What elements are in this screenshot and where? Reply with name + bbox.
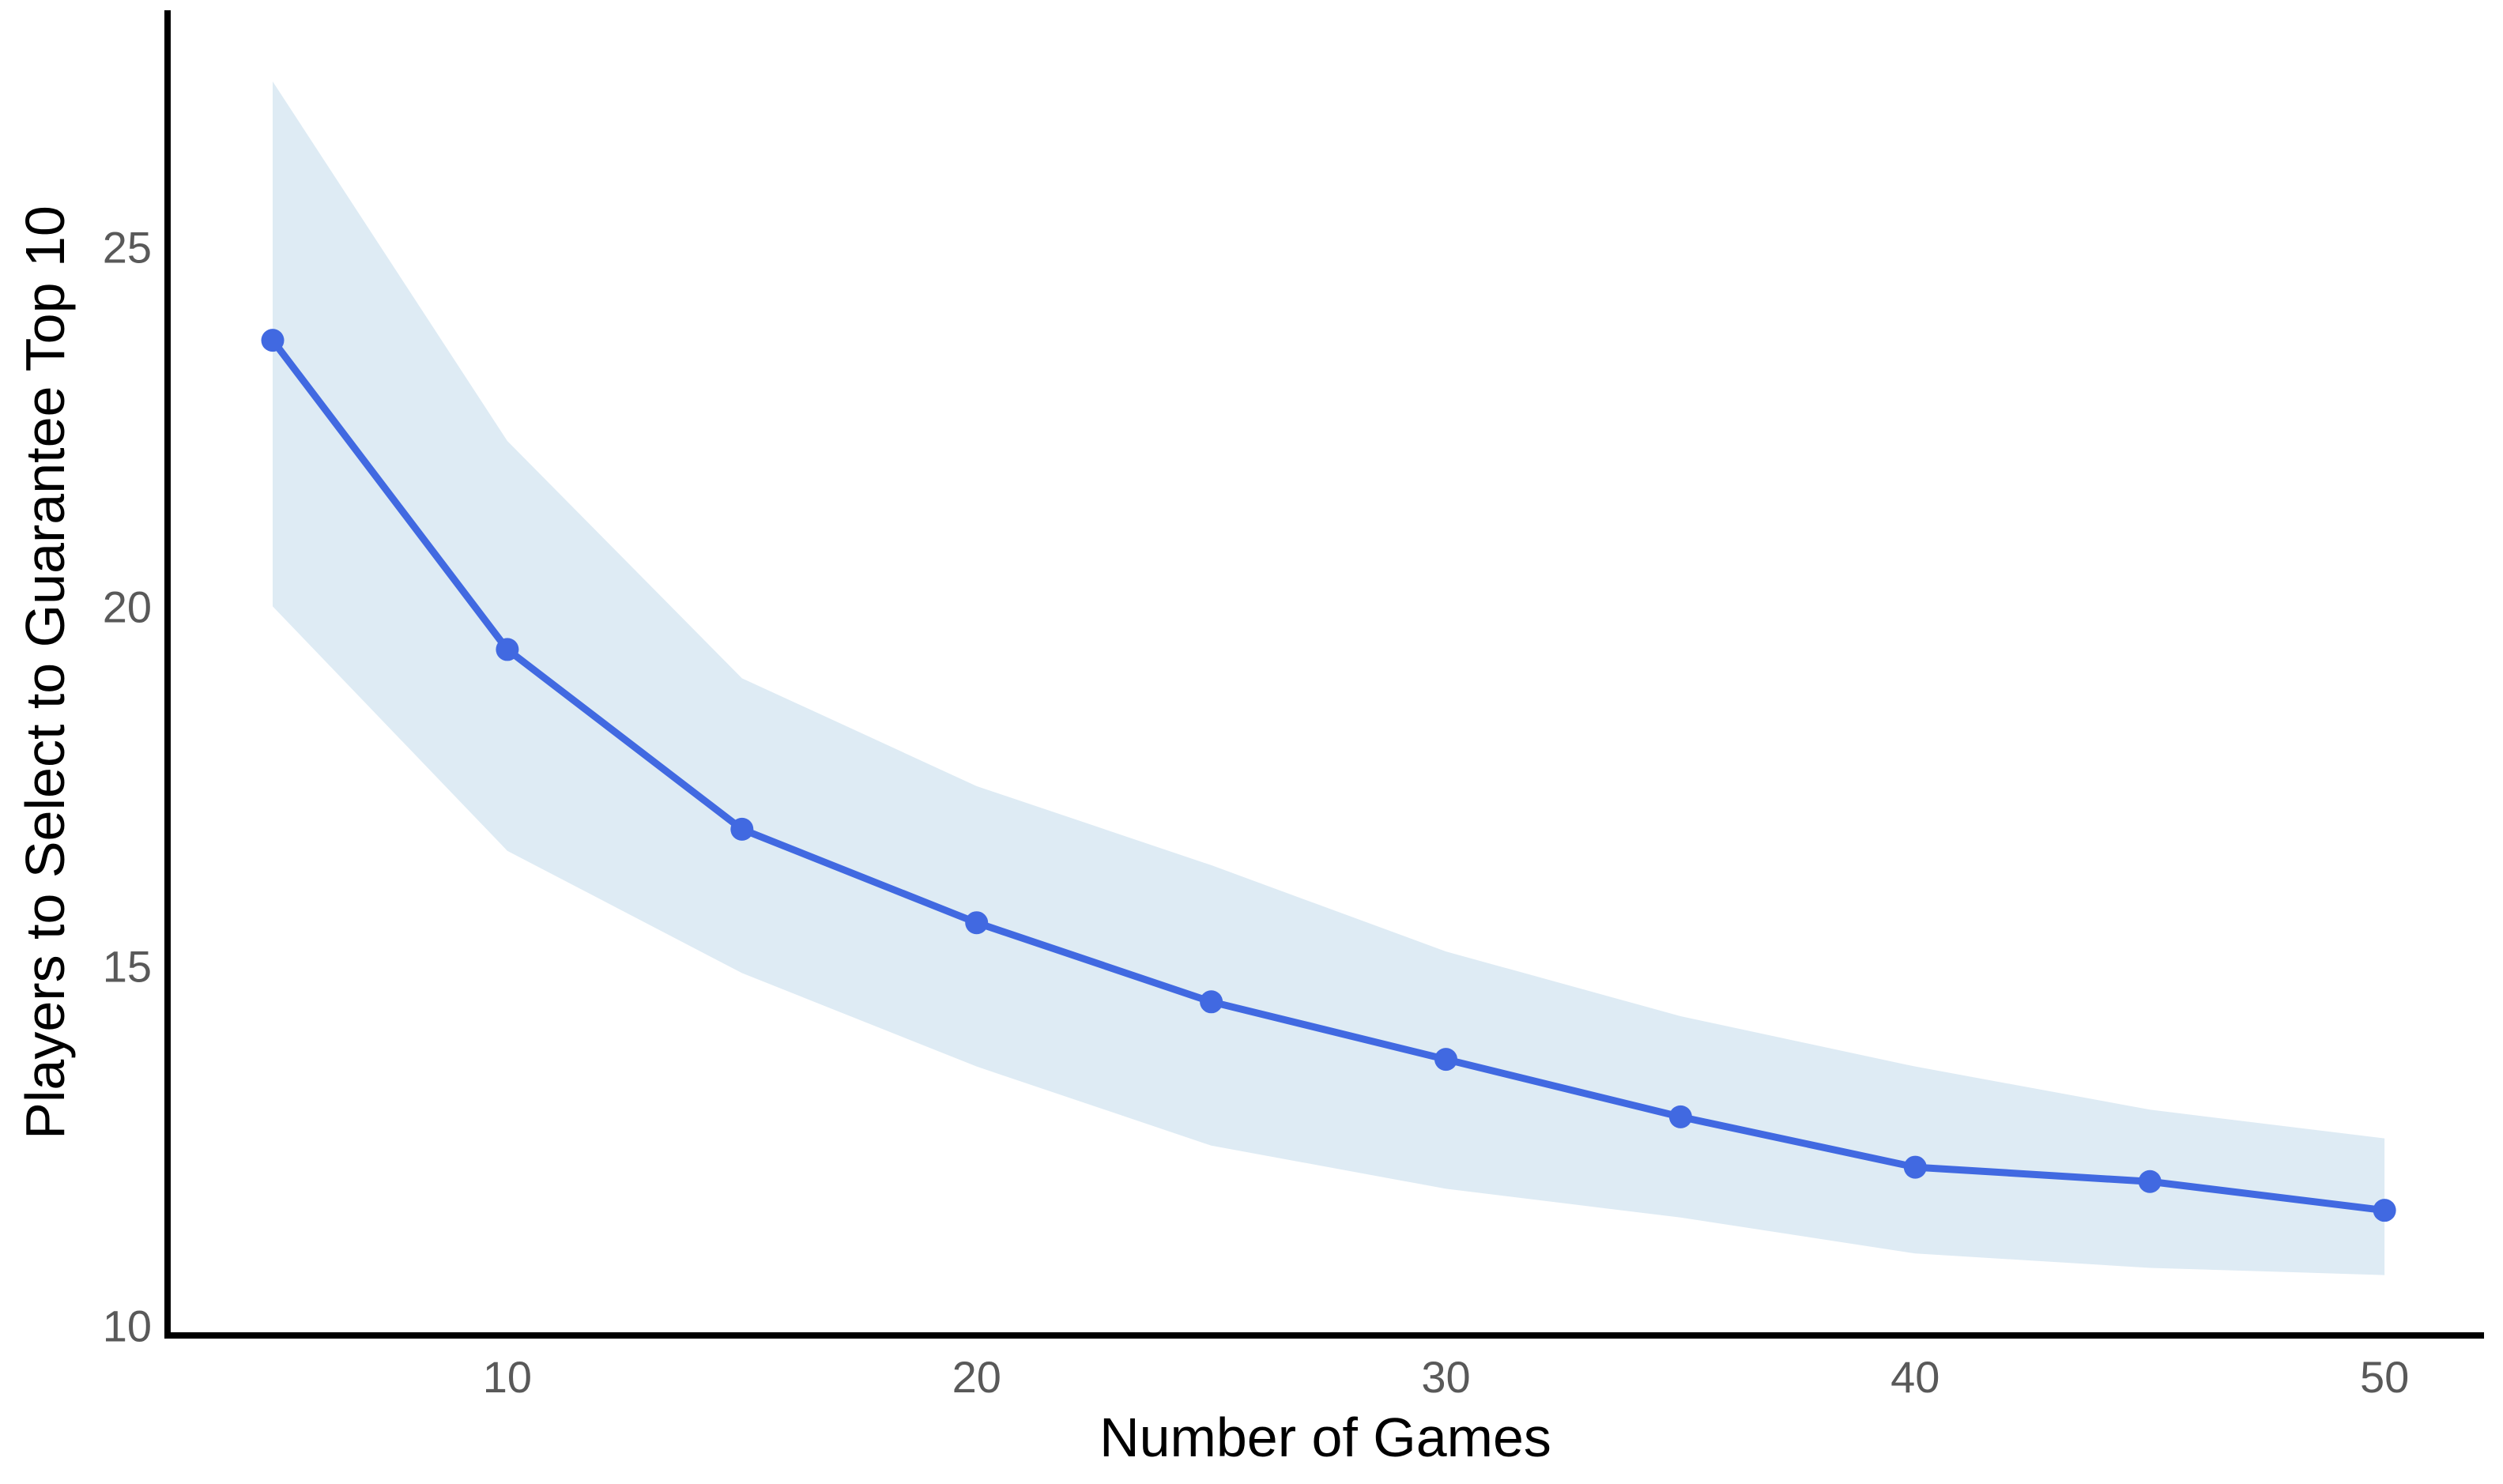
data-point-x40 [1903,1155,1927,1179]
axis-layer [164,10,2484,1339]
y-tick-label-15: 15 [103,941,152,991]
y-tick-label-20: 20 [103,582,152,631]
x-tick-label-10: 10 [483,1352,532,1402]
confidence-band-layer [273,81,2385,1275]
data-point-x50 [2373,1199,2396,1222]
y-axis-title: Players to Select to Guarantee Top 10 [14,205,76,1139]
confidence-band [273,81,2385,1275]
x-tick-label-20: 20 [952,1352,1001,1402]
tick-label-layer: 10 15 20 25 10 20 30 40 50 [103,222,2410,1402]
y-tick-label-10: 10 [103,1301,152,1350]
data-point-layer [261,329,2396,1222]
x-tick-label-50: 50 [2360,1352,2409,1402]
y-tick-label-25: 25 [103,222,152,272]
data-point-x5 [261,329,285,352]
data-point-x45 [2138,1169,2162,1193]
data-point-x35 [1668,1105,1692,1128]
data-point-x25 [1200,990,1223,1014]
x-axis-title: Number of Games [1099,1407,1551,1468]
data-point-x10 [496,638,519,661]
data-point-x15 [730,817,754,841]
data-point-x20 [965,911,989,935]
series-line-players-to-select [269,337,2388,1215]
x-tick-label-40: 40 [1890,1352,1939,1402]
data-point-x30 [1434,1048,1458,1072]
x-tick-label-30: 30 [1421,1352,1470,1402]
series-line-layer [269,337,2388,1215]
